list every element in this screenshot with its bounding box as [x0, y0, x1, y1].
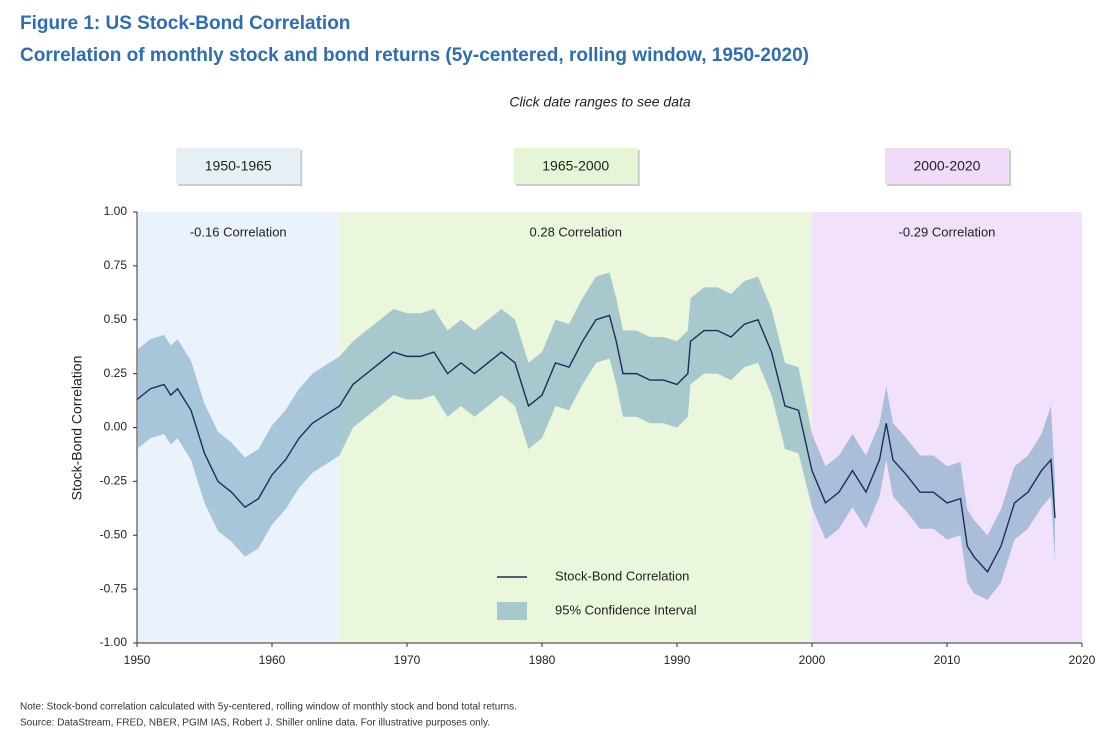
range-button[interactable]: 1965-2000 — [513, 148, 640, 186]
button-face — [176, 148, 301, 184]
legend-swatch — [497, 602, 527, 620]
y-tick-label: -1.00 — [100, 635, 128, 649]
y-tick-label: -0.50 — [100, 527, 128, 541]
region-annotation: -0.16 Correlation — [190, 224, 287, 239]
legend-label: Stock-Bond Correlation — [555, 568, 689, 583]
confidence-band — [137, 272, 1055, 600]
y-tick-label: 0.75 — [104, 258, 128, 272]
y-tick-label: 0.25 — [104, 366, 128, 380]
region-annotation: 0.28 Correlation — [530, 224, 623, 239]
y-axis-label: Stock-Bond Correlation — [69, 356, 85, 501]
y-tick-label: 0.50 — [104, 312, 128, 326]
y-tick-label: 0.00 — [104, 420, 128, 434]
button-label[interactable]: 1950-1965 — [205, 158, 272, 174]
x-tick-label: 1990 — [664, 653, 691, 667]
range-button[interactable]: 2000-2020 — [885, 148, 1011, 186]
button-face — [885, 148, 1009, 184]
x-tick-label: 2010 — [934, 653, 961, 667]
x-tick-label: 1970 — [394, 653, 421, 667]
x-tick-label: 1950 — [124, 653, 151, 667]
legend-label: 95% Confidence Interval — [555, 602, 697, 617]
y-tick-label: 1.00 — [104, 204, 128, 218]
x-tick-label: 2000 — [799, 653, 826, 667]
note: Note: Stock-bond correlation calculated … — [20, 702, 517, 713]
x-tick-label: 1980 — [529, 653, 556, 667]
region — [339, 212, 812, 643]
line — [136, 314, 1056, 574]
instruction: Click date ranges to see data — [509, 94, 691, 110]
button-label[interactable]: 2000-2020 — [914, 158, 981, 174]
y-tick-label: -0.25 — [100, 474, 128, 488]
x-tick-label: 1960 — [259, 653, 286, 667]
range-button[interactable]: 1950-1965 — [176, 148, 303, 186]
y-tick-label: -0.75 — [100, 581, 128, 595]
region — [812, 212, 1082, 643]
button-label[interactable]: 1965-2000 — [542, 158, 609, 174]
button-face — [513, 148, 638, 184]
chart-title: Figure 1: US Stock-Bond Correlation — [20, 13, 350, 34]
source: Source: DataStream, FRED, NBER, PGIM IAS… — [20, 718, 490, 729]
chart-subtitle: Correlation of monthly stock and bond re… — [20, 45, 809, 66]
region-annotation: -0.29 Correlation — [899, 224, 996, 239]
x-tick-label: 2020 — [1069, 653, 1096, 667]
